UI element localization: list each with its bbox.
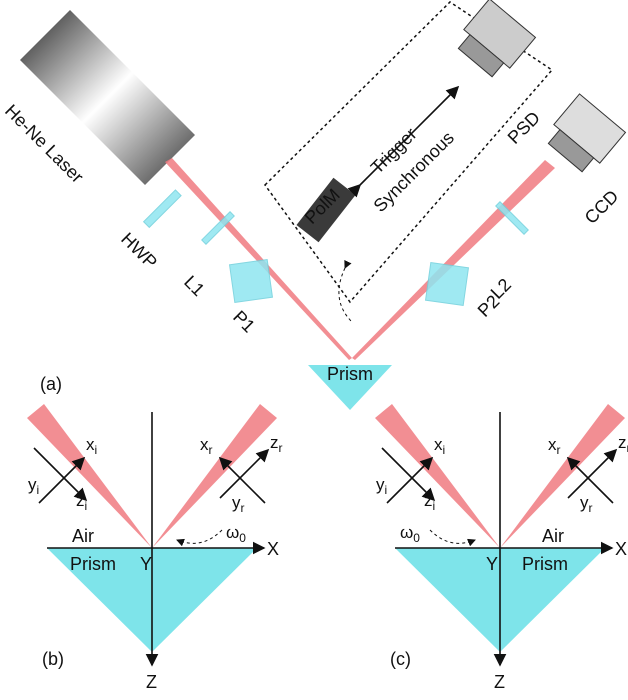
axis-label: Z [494,672,505,692]
subscript: r [241,501,245,515]
axis-label: zr [270,433,283,455]
angle-arrow [177,530,222,543]
base: ω [400,523,413,542]
label: PSD [504,108,544,148]
axis-label: zi [424,491,435,513]
subscript: r [557,443,561,457]
angle-arrow [430,530,475,543]
base: z [618,433,627,452]
panel-label: (c) [390,649,411,669]
subscript: 0 [413,531,420,545]
medium-label: Prism [70,554,116,574]
medium-label: Prism [522,554,568,574]
axis-label: Z [146,672,157,692]
incident-beam [375,404,500,548]
subscript: i [85,499,88,513]
medium-label: Air [72,526,94,546]
axis-label: zr [618,433,628,455]
label: Prism [327,364,373,384]
axis-label: yr [232,493,245,515]
label: L1 [180,272,208,300]
axis-label: xi [434,435,445,457]
subscript: r [209,443,213,457]
panel-label: (a) [40,374,62,394]
medium-label: Air [542,526,564,546]
base: z [424,491,433,510]
label: P1 [229,307,259,337]
subscript: i [385,483,388,497]
p1-cube [230,260,273,303]
axis-label: Y [140,554,152,574]
base: z [270,433,279,452]
panel-label: (b) [42,649,64,669]
label: HWP [117,229,161,273]
axis-label: yi [376,475,387,497]
subscript: i [443,443,446,457]
frame-axis [568,458,613,503]
axis-label: Y [486,554,498,574]
subscript: i [433,499,436,513]
axis-label: ω0 [400,523,420,545]
beam-in [165,158,352,360]
reflected-beam [152,404,277,548]
p2-cube [426,263,469,306]
axis-label: ω0 [226,523,246,545]
frame-axis [220,458,265,503]
subscript: i [37,483,40,497]
axis-label: yr [580,493,593,515]
hwp-plate [144,190,181,227]
subscript: r [589,501,593,515]
ccd-detector [542,94,625,177]
axis-label: yi [28,475,39,497]
base: z [76,491,85,510]
axis-label: xr [548,435,561,457]
label: CCD [581,186,623,228]
diagram: He-Ne Laser HWP L1 P1 Trigger Synchronou… [0,0,628,700]
subscript: i [95,443,98,457]
axis-label: X [615,539,627,559]
axis-label: zi [76,491,87,513]
axis-label: X [267,539,279,559]
subscript: 0 [239,531,246,545]
axis-label: xi [86,435,97,457]
subscript: r [279,441,283,455]
panel-a: He-Ne Laser HWP L1 P1 Trigger Synchronou… [1,0,625,410]
base: ω [226,523,239,542]
axis-label: xr [200,435,213,457]
